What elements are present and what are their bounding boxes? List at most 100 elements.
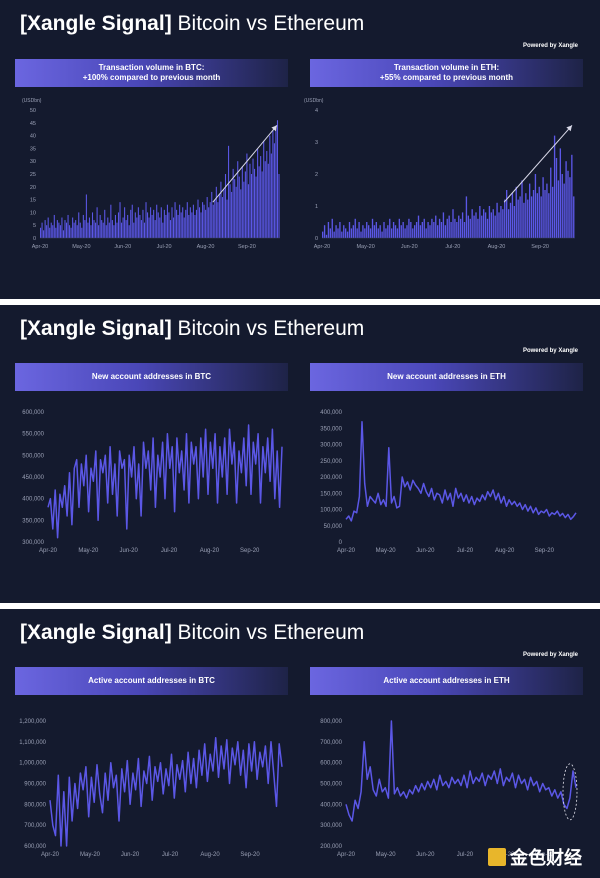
bar — [177, 214, 179, 238]
x-tick-label: Sep-20 — [531, 244, 549, 250]
bar — [463, 222, 466, 238]
btc-new-header: New account addresses in BTC — [15, 363, 288, 391]
bar — [203, 204, 205, 238]
bar — [509, 202, 512, 238]
x-tick-label: May-20 — [376, 852, 397, 858]
btc-active-header-text: Active account addresses in BTC — [88, 676, 215, 685]
bar — [127, 214, 129, 238]
bar — [226, 199, 228, 238]
bar — [467, 215, 470, 238]
bar — [121, 222, 123, 238]
x-tick-label: Aug-20 — [197, 244, 215, 250]
bar — [471, 209, 473, 238]
bar — [224, 174, 227, 238]
bar — [249, 163, 251, 238]
y-tick-label: 50 — [30, 108, 36, 114]
bar — [435, 215, 437, 238]
bar — [59, 225, 61, 238]
bar — [78, 212, 80, 238]
eth-active-chart: 200,000 300,000 400,000 500,000 600,000 700,0… — [320, 719, 578, 858]
bar — [490, 212, 493, 238]
bar — [64, 220, 66, 238]
x-tick-label: Jul-20 — [457, 548, 474, 554]
bar — [200, 212, 202, 238]
bar — [46, 225, 48, 238]
x-tick-label: Aug-20 — [488, 244, 506, 250]
y-tick-label: 200,000 — [320, 475, 342, 481]
x-tick-label: Jul-20 — [161, 548, 178, 554]
bar — [477, 218, 479, 238]
bar — [220, 181, 222, 238]
panel-active-addresses: [Xangle Signal] Bitcoin vs Ethereum Powe… — [0, 609, 600, 878]
bar — [243, 181, 245, 238]
bar — [544, 190, 546, 238]
y-tick-label: 250,000 — [320, 459, 342, 465]
bar — [517, 199, 519, 238]
series-line — [47, 424, 283, 539]
bar — [350, 228, 353, 238]
bar — [387, 225, 389, 238]
bar — [202, 202, 204, 238]
bar — [72, 217, 74, 238]
bar — [519, 196, 521, 238]
y-tick-label: 300,000 — [320, 443, 342, 449]
bar — [136, 217, 138, 238]
bar — [69, 225, 71, 238]
bar — [88, 217, 90, 238]
x-tick-label: May-20 — [78, 548, 99, 554]
y-tick-label: 350,000 — [22, 518, 44, 524]
x-tick-label: Jun-20 — [416, 852, 435, 858]
bar — [412, 228, 414, 238]
bar — [49, 227, 51, 238]
bar — [95, 222, 97, 238]
bar — [565, 161, 567, 238]
bar — [569, 177, 571, 238]
eth-new-header-text: New account addresses in ETH — [387, 372, 506, 381]
y-tick-label: 900,000 — [24, 782, 46, 788]
bar — [417, 215, 420, 238]
bar — [536, 193, 539, 238]
bar — [139, 214, 141, 238]
bar — [396, 228, 399, 238]
bar — [122, 217, 124, 238]
bar — [362, 225, 364, 238]
bar — [371, 218, 374, 238]
bar — [228, 145, 230, 238]
btc-tx-header-line2: +100% compared to previous month — [82, 73, 221, 82]
bar — [125, 220, 127, 238]
bar — [402, 222, 404, 238]
bar — [559, 148, 562, 238]
bar — [98, 225, 100, 238]
bar — [391, 228, 393, 238]
bar — [124, 207, 126, 238]
bar — [502, 209, 504, 238]
y-tick-label: 800,000 — [24, 802, 46, 808]
x-tick-label: Apr-20 — [41, 852, 60, 858]
bar — [534, 174, 537, 238]
bar — [232, 168, 234, 238]
bar — [498, 212, 500, 238]
bar — [234, 179, 236, 238]
bar — [143, 222, 146, 238]
y-tick-label: 350,000 — [320, 426, 342, 432]
bar — [513, 206, 516, 238]
bar — [532, 190, 535, 238]
bar — [525, 193, 527, 238]
y-tick-label: 700,000 — [24, 823, 46, 829]
bar — [41, 222, 43, 238]
bar — [258, 166, 260, 238]
bar — [373, 225, 376, 238]
y-tick-label: 2 — [315, 172, 318, 178]
bar — [153, 209, 155, 238]
y-tick-label: 500,000 — [22, 453, 44, 459]
bar — [364, 228, 366, 238]
y-tick-label: 200,000 — [320, 844, 342, 850]
y-tick-label: 600,000 — [320, 761, 342, 767]
bar — [343, 225, 345, 238]
bar — [530, 196, 533, 238]
bar — [50, 222, 52, 238]
bar — [171, 207, 173, 238]
bar — [113, 225, 115, 238]
bar — [40, 227, 42, 238]
bar — [221, 197, 223, 238]
